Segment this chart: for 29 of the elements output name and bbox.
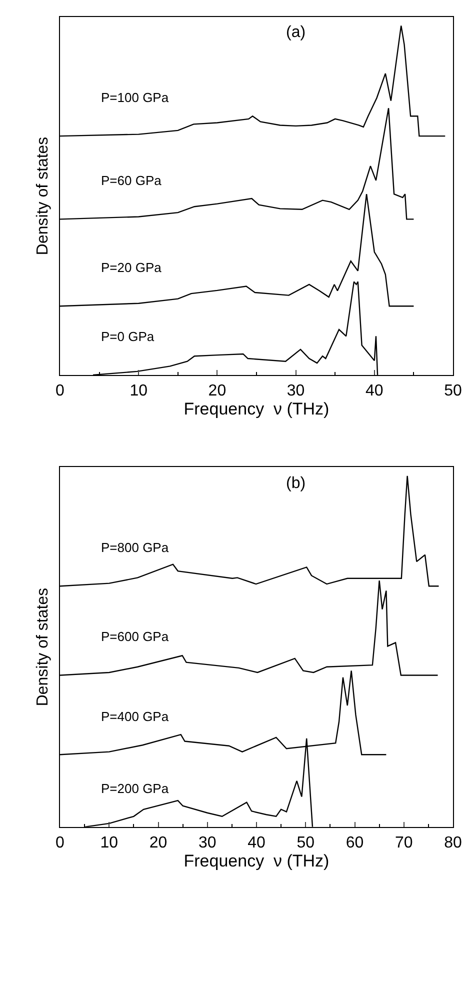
series-label: P=0 GPa [101, 329, 155, 344]
x-axis-title: Frequency ν (THz) [184, 399, 330, 418]
series-label: P=800 GPa [101, 540, 170, 555]
x-tick-label: 80 [444, 834, 462, 852]
x-tick-label: 20 [149, 834, 168, 852]
y-axis-title: Density of states [34, 136, 52, 256]
x-tick-label: 50 [444, 382, 462, 400]
y-axis-title: Density of states [34, 588, 52, 706]
x-tick-label: 40 [366, 382, 384, 400]
chart-title: (a) [286, 24, 306, 41]
text: P=60 GPa [101, 173, 162, 188]
series-label: P=200 GPa [101, 781, 170, 796]
x-tick-label: 20 [208, 382, 226, 400]
x-tick-label: 10 [100, 834, 118, 852]
x-tick-label: 30 [286, 382, 305, 400]
x-tick-label: 50 [296, 834, 315, 852]
x-tick-label: 60 [346, 834, 364, 852]
series-label: P=20 GPa [101, 260, 162, 275]
x-tick-label: 40 [248, 834, 266, 852]
x-tick-label: 10 [130, 382, 148, 400]
text: P=100 GPa [101, 90, 170, 105]
x-tick-label: 30 [198, 834, 216, 852]
x-tick-label: 0 [56, 834, 65, 852]
series-label: P=400 GPa [101, 709, 170, 724]
x-tick-label: 0 [56, 382, 65, 400]
series-label: P=600 GPa [101, 629, 170, 644]
chart-title: (b) [286, 475, 306, 492]
x-tick-label: 70 [394, 834, 413, 852]
x-axis-title: Frequency ν (THz) [184, 851, 330, 870]
